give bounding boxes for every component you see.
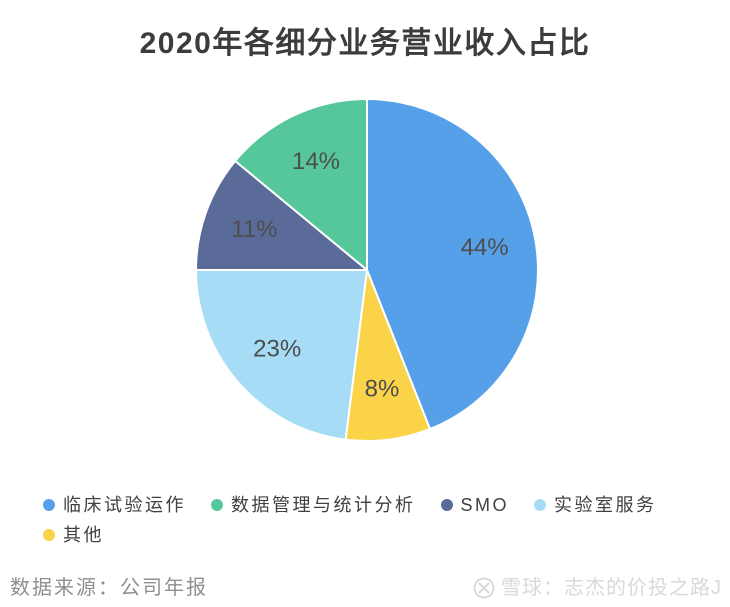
pie-slice-percent-label: 11% [231, 216, 277, 243]
pie-slice-数据管理与统计分析[interactable] [234, 98, 368, 271]
xueqiu-logo-icon [473, 577, 495, 599]
pie-slice-临床试验运作[interactable] [366, 98, 539, 430]
watermark: 雪球：志杰的价投之路J [473, 577, 722, 599]
legend-label: SMO [460, 495, 510, 515]
pie-slice-percent-label: 8% [365, 375, 400, 402]
pie-slice-percent-label: 23% [253, 336, 301, 363]
pie-slice-实验室服务[interactable] [195, 269, 368, 441]
legend-item-clinical-trial-operations[interactable]: 临床试验运作 [43, 494, 186, 516]
legend-dot-icon [43, 529, 55, 541]
pie-slice-SMO[interactable] [195, 160, 368, 271]
legend-item-laboratory-services[interactable]: 实验室服务 [534, 494, 657, 516]
legend-label: 临床试验运作 [63, 495, 186, 515]
legend-dot-icon [534, 499, 547, 511]
chart-title: 2020年各细分业务营业收入占比 [139, 27, 591, 60]
legend-dot-icon [440, 499, 453, 511]
legend-label: 其他 [63, 525, 104, 545]
legend-label: 数据管理与统计分析 [231, 495, 416, 515]
footer: 数据来源：公司年报 雪球：志杰的价投之路J [10, 577, 722, 599]
data-source-label: 数据来源：公司年报 [10, 577, 208, 599]
watermark-text: 雪球：志杰的价投之路J [501, 577, 722, 599]
legend-dot-icon [43, 499, 55, 511]
legend: 临床试验运作 数据管理与统计分析 SMO 实验室服务 其他 [43, 494, 711, 546]
legend-label: 实验室服务 [554, 495, 657, 515]
legend-item-data-management-statistics[interactable]: 数据管理与统计分析 [211, 494, 416, 516]
pie-slice-percent-label: 44% [461, 234, 509, 261]
legend-dot-icon [211, 499, 223, 511]
legend-item-smo[interactable]: SMO [440, 494, 510, 516]
legend-item-others[interactable]: 其他 [43, 524, 104, 546]
pie-slice-percent-label: 14% [292, 148, 340, 175]
